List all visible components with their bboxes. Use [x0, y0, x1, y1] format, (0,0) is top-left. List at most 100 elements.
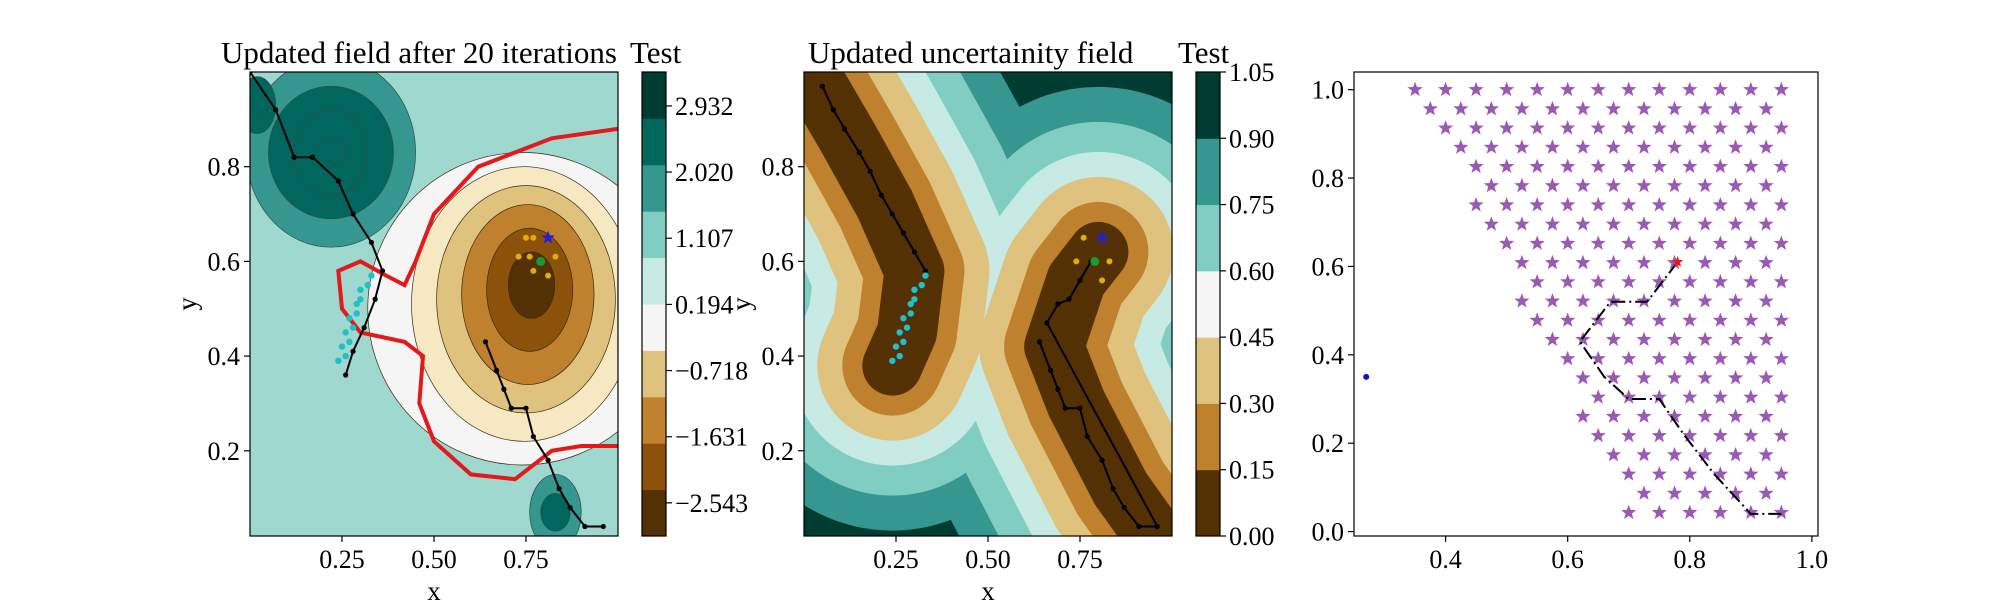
path-point [501, 386, 507, 392]
candidate-star [1728, 408, 1744, 423]
green-point [536, 256, 546, 266]
path-point [1084, 433, 1090, 440]
candidate-star [1728, 139, 1744, 154]
cyan-point [911, 286, 918, 293]
colorbar-tick-label: 1.05 [1229, 58, 1275, 87]
candidate-star [1773, 235, 1789, 250]
candidate-star [1590, 197, 1606, 212]
x-tick-label: 1.0 [1796, 545, 1829, 574]
candidate-star [1636, 177, 1652, 193]
path-point [508, 405, 514, 411]
cyan-point [357, 296, 364, 303]
path-point [350, 348, 356, 354]
candidate-star [1605, 293, 1622, 308]
candidate-star [1712, 273, 1728, 289]
path-point [1044, 320, 1050, 326]
candidate-star [1483, 100, 1499, 116]
field-markers [250, 72, 606, 530]
candidate-star [1773, 312, 1789, 327]
candidate-star [1560, 197, 1576, 212]
candidate-star [1514, 254, 1530, 270]
candidate-star [1529, 81, 1545, 97]
candidate-star [1697, 139, 1713, 154]
cyan-point [338, 343, 346, 350]
search-path [821, 85, 927, 272]
candidate-star [1728, 254, 1744, 270]
candidate-star [1605, 100, 1622, 116]
path-point [309, 154, 316, 160]
colorbar-frame [1195, 71, 1221, 537]
path-point [1154, 523, 1160, 530]
x-tick-label: 0.75 [1057, 545, 1103, 574]
candidate-star [1529, 273, 1545, 289]
y-tick-label: 0.8 [208, 153, 241, 182]
field-y-ticks: 0.2 0.4 0.6 0.8 [208, 153, 250, 466]
candidate-star [1773, 158, 1789, 173]
x-tick-label: 0.4 [1429, 545, 1462, 574]
colorbar-tick-label: 0.194 [675, 290, 734, 319]
x-tick-label: 0.6 [1551, 545, 1584, 574]
cyan-point [900, 338, 907, 346]
candidate-star [1758, 408, 1774, 423]
candidate-star [1651, 158, 1667, 173]
candidate-star [1499, 120, 1515, 135]
candidate-star [1758, 485, 1774, 500]
candidate-star [1697, 216, 1713, 231]
candidate-star [1544, 331, 1560, 346]
candidate-star [1514, 100, 1530, 116]
candidate-star [1773, 466, 1789, 481]
path-point [1110, 486, 1116, 492]
candidate-star [1636, 408, 1652, 423]
candidate-star [1621, 427, 1637, 443]
candidate-star [1743, 120, 1759, 135]
panel-field-title: Updated field after 20 iterations [221, 35, 617, 70]
path-point [545, 457, 551, 463]
candidate-star [1728, 177, 1744, 193]
candidate-star [1651, 350, 1667, 366]
cyan-point [342, 352, 349, 360]
colorbar-band [1196, 72, 1220, 139]
candidate-star [1621, 120, 1637, 135]
candidate-star [1483, 139, 1499, 154]
panel-uncertainty: Updated uncertainity field 0.25 0.50 0.75 … [726, 35, 1275, 600]
candidate-star [1560, 120, 1576, 135]
candidate-star [1560, 273, 1576, 289]
blue-star [541, 230, 555, 244]
candidate-star [1621, 312, 1637, 327]
candidate-star [1529, 312, 1545, 327]
uncertainty-y-ticks: 0.2 0.4 0.6 0.8 [762, 153, 804, 466]
candidate-star [1728, 216, 1744, 231]
field-colorbar-title: Test [630, 35, 682, 70]
path-point [830, 107, 837, 113]
uncertainty-colorbar: 0.00 0.15 0.30 0.45 0.60 0.75 0.90 1.05 [1195, 58, 1275, 551]
colorbar-band [642, 257, 666, 305]
colorbar-band [642, 72, 666, 119]
path-point [841, 126, 848, 132]
candidate-star [1666, 485, 1683, 500]
candidate-star [1682, 504, 1698, 520]
path-point [856, 149, 862, 156]
candidate-star [1621, 350, 1637, 366]
candidate-star [1651, 81, 1667, 97]
cyan-point [896, 329, 903, 336]
y-tick-label: 0.4 [208, 342, 241, 371]
path-point [273, 107, 279, 113]
candidate-star [1605, 177, 1622, 193]
path-point [556, 486, 562, 492]
candidate-star [1544, 177, 1560, 193]
cyan-point [368, 272, 375, 279]
candidate-star [1590, 158, 1606, 173]
path-point [1136, 523, 1142, 530]
cyan-point [889, 357, 896, 365]
path-point [1036, 339, 1043, 345]
candidate-star [1621, 197, 1637, 212]
candidate-star [1758, 139, 1774, 154]
colorbar-tick-label: −0.718 [675, 357, 748, 386]
path-point [1077, 405, 1083, 411]
candidate-star [1773, 273, 1789, 289]
candidate-star [1590, 312, 1606, 327]
field-x-ticks: 0.25 0.50 0.75 [319, 536, 549, 574]
path-point [922, 268, 929, 274]
colorbar-tick-label: 0.45 [1229, 323, 1275, 352]
candidate-star [1605, 139, 1622, 154]
